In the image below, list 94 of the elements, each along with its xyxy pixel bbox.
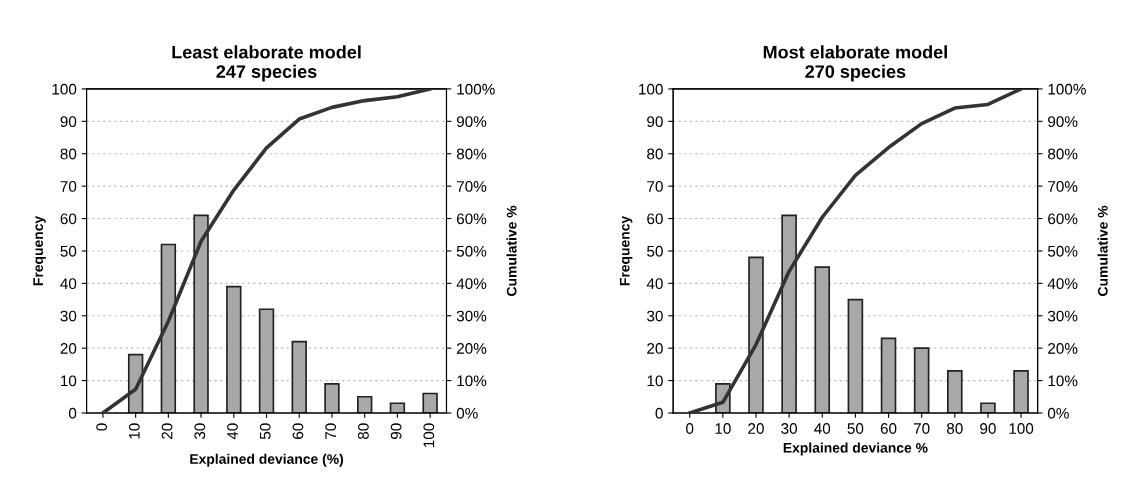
bar (880, 337, 897, 413)
bar (913, 347, 930, 413)
y-tick-label: 0 (655, 407, 663, 419)
bar (258, 308, 275, 413)
y-tick-label: 0 (68, 407, 77, 419)
bar (1013, 370, 1029, 413)
y2-tick-label: 0% (456, 407, 478, 419)
x-tick-label: 40 (814, 423, 831, 434)
bar (291, 340, 307, 413)
bar (193, 214, 209, 413)
y-tick-label: 30 (647, 310, 663, 322)
y2-tick-label: 50% (1047, 245, 1078, 257)
y2-tick-label: 100% (457, 83, 495, 95)
y2-tick-label: 30% (1047, 310, 1078, 322)
x-tick-label: 0 (96, 423, 108, 431)
y2-tick-label: 0% (1047, 407, 1069, 419)
x-axis-title: Explained deviance (%) (190, 453, 344, 467)
x-tick-label: 20 (748, 423, 764, 434)
x-tick-label: 40 (227, 423, 238, 440)
y2-tick-label: 10% (457, 375, 487, 387)
y-axis-title: Frequency (33, 215, 46, 286)
bar (814, 266, 831, 413)
x-tick-label: 30 (194, 423, 206, 440)
y-tick-label: 30 (60, 310, 77, 322)
y-tick-label: 50 (647, 245, 663, 257)
x-tick-label: 70 (913, 423, 930, 434)
bar (781, 214, 797, 413)
line-series (687, 88, 1023, 413)
y2-tick-label: 100% (1048, 83, 1086, 95)
bar (356, 395, 373, 413)
x-tick-label: 10 (715, 423, 731, 434)
bar (946, 370, 963, 413)
y-tick-label: 40 (646, 278, 663, 290)
y-tick-label: 40 (60, 278, 77, 290)
y-tick-label: 60 (60, 213, 77, 225)
x-tick-label: 60 (880, 423, 897, 434)
y2-tick-label: 70% (456, 181, 487, 192)
chart-title: Most elaborate model 270 species (763, 45, 947, 82)
y-tick-label: 90 (647, 116, 663, 128)
y-tick-label: 10 (647, 375, 663, 387)
y2-tick-label: 60% (456, 213, 487, 225)
y2-tick-label: 90% (456, 116, 487, 128)
bar (748, 256, 764, 413)
y-tick-label: 100 (52, 83, 77, 95)
x-tick-label: 90 (980, 423, 996, 434)
x-tick-label: 70 (325, 423, 337, 439)
x-tick-label: 80 (946, 423, 963, 434)
y-tick-label: 20 (60, 343, 77, 354)
x-tick-label: 30 (781, 423, 798, 434)
y-tick-label: 50 (60, 245, 77, 257)
y2-axis-title: Cumulative % (1097, 205, 1108, 296)
bar (847, 298, 864, 413)
y-tick-label: 20 (647, 343, 663, 354)
line-series (101, 88, 432, 413)
bar (422, 392, 438, 413)
y-tick-label: 60 (647, 213, 663, 225)
bar (389, 402, 406, 413)
y2-tick-label: 30% (456, 310, 487, 322)
y2-axis-title: Cumulative % (506, 205, 517, 296)
y-axis-title: Frequency (619, 215, 633, 286)
y2-tick-label: 20% (1048, 343, 1078, 354)
y-tick-label: 10 (61, 375, 77, 387)
y2-tick-label: 60% (1048, 213, 1078, 225)
bar (226, 285, 242, 413)
chart-title: Least elaborate model 247 species (172, 45, 361, 82)
x-axis-title: Explained deviance % (783, 442, 928, 456)
x-tick-label: 100 (423, 423, 435, 448)
x-tick-label: 50 (259, 423, 271, 440)
y-tick-label: 100 (639, 83, 663, 95)
bar (324, 382, 340, 413)
x-tick-label: 20 (161, 423, 173, 439)
y2-tick-label: 80% (456, 148, 487, 160)
y2-tick-label: 40% (456, 278, 487, 290)
x-tick-label: 50 (847, 423, 864, 434)
bar (160, 243, 177, 413)
y-tick-label: 80 (647, 148, 663, 160)
x-tick-label: 0 (686, 423, 694, 434)
y2-tick-label: 10% (1048, 375, 1078, 387)
x-tick-label: 90 (390, 423, 402, 439)
x-tick-label: 100 (1009, 423, 1034, 434)
y-tick-label: 90 (60, 116, 77, 128)
y2-tick-label: 80% (1048, 148, 1078, 160)
x-tick-label: 10 (128, 423, 140, 439)
x-tick-label: 60 (292, 423, 304, 439)
bar (980, 402, 996, 413)
y2-tick-label: 90% (1048, 116, 1078, 128)
y2-tick-label: 50% (456, 245, 487, 257)
y2-tick-label: 20% (456, 343, 487, 354)
y-tick-label: 70 (647, 181, 663, 192)
x-tick-label: 80 (357, 423, 369, 440)
y-tick-label: 70 (60, 181, 77, 192)
y2-tick-label: 40% (1047, 278, 1078, 290)
y-tick-label: 80 (60, 148, 77, 160)
y2-tick-label: 70% (1048, 181, 1078, 192)
